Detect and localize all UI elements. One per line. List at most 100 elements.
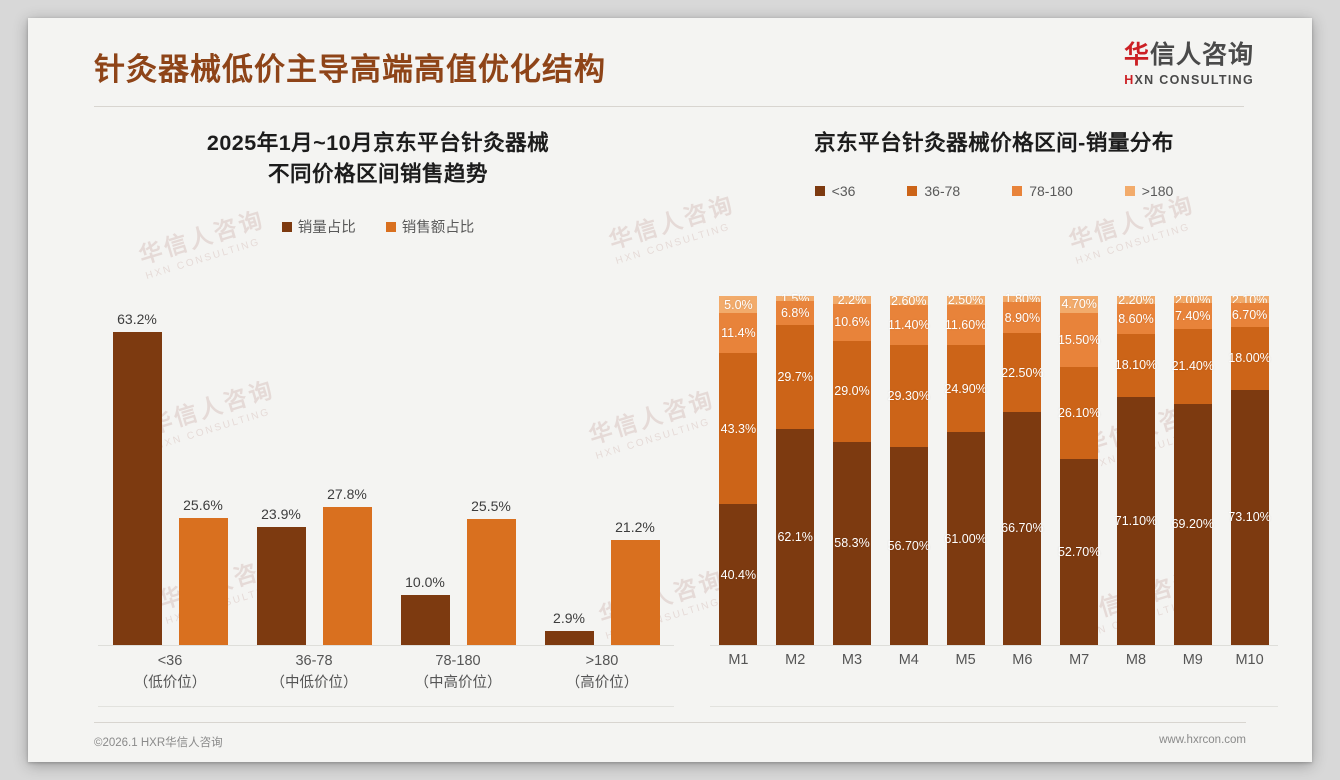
stack-segment-36-78[interactable]: 18.10%	[1115, 333, 1157, 397]
stacked-bar[interactable]: 4.70% 15.50% 26.10% 52.70%	[1057, 296, 1101, 645]
stack-segment-78-180[interactable]: 8.90%	[1003, 302, 1042, 334]
page-title: 针灸器械低价主导高端高值优化结构	[94, 52, 606, 87]
legend-item-3[interactable]: 78-180	[1012, 183, 1073, 199]
stack-segment-78-180[interactable]: 11.60%	[945, 304, 986, 346]
stack-segment-value-label: 62.1%	[777, 529, 813, 544]
stack-segment->180[interactable]: 2.60%	[889, 294, 928, 308]
legend-item-2[interactable]: 36-78	[907, 183, 960, 199]
bar-36-78-销售额占比[interactable]: 27.8%	[322, 486, 372, 645]
stack-segment-<36[interactable]: 73.10%	[1228, 389, 1271, 645]
legend-item-4[interactable]: >180	[1124, 183, 1173, 199]
stack-segment-value-label: 22.50%	[1001, 365, 1044, 380]
stack-segment-value-label: 11.40%	[888, 317, 930, 332]
stack-segment-<36[interactable]: 62.1%	[776, 428, 815, 645]
stack-segment-value-label: 40.4%	[720, 567, 757, 582]
stack-segment-value-label: 73.10%	[1228, 510, 1271, 525]
stack-segment-78-180[interactable]: 10.6%	[832, 303, 871, 341]
bar-<36-销售额占比[interactable]: 25.6%	[178, 497, 228, 645]
plot-area-right: 5.0% 11.4% 43.3% 40.4% 1.5% 6.8% 29.7% 62.1% 2.2…	[710, 292, 1278, 646]
stack-segment-36-78[interactable]: 18.00%	[1228, 326, 1271, 390]
stack-segment-78-180[interactable]: 15.50%	[1057, 312, 1101, 368]
legend-label: 销量占比	[297, 220, 356, 237]
legend-label: 销售额占比	[401, 220, 475, 237]
stacked-bar[interactable]: 2.2% 10.6% 29.0% 58.3%	[832, 293, 871, 645]
stack-segment->180[interactable]: 5.0%	[719, 296, 758, 314]
x-tick-label->180: >180 （高价位）	[530, 650, 674, 695]
bar-78-180-销量占比[interactable]: 10.0%	[400, 574, 450, 645]
bar-78-180-销售额占比[interactable]: 25.5%	[466, 498, 516, 645]
legend-item-2[interactable]: 销售额占比	[385, 216, 475, 237]
stack-segment-<36[interactable]: 40.4%	[719, 504, 758, 645]
stack-column-M10: 2.10% 6.70% 18.00% 73.10%	[1221, 293, 1278, 645]
stack-segment-value-label: 29.7%	[777, 369, 813, 384]
stack-segment-78-180[interactable]: 6.70%	[1230, 303, 1269, 327]
stack-segment-36-78[interactable]: 29.0%	[832, 340, 871, 442]
stack-segment-36-78[interactable]: 26.10%	[1057, 367, 1101, 460]
stack-segment-78-180[interactable]: 11.4%	[719, 313, 758, 354]
stack-segment-36-78[interactable]: 22.50%	[1001, 333, 1044, 412]
stack-column-M5: 2.50% 11.60% 24.90% 61.00%	[937, 293, 994, 645]
x-tick-label-M9: M9	[1182, 652, 1203, 668]
stacked-bar[interactable]: 5.0% 11.4% 43.3% 40.4%	[719, 296, 758, 645]
stacked-bar[interactable]: 2.60% 11.40% 29.30% 56.70%	[888, 294, 930, 645]
stack-segment-<36[interactable]: 58.3%	[832, 441, 871, 645]
stack-segment-36-78[interactable]: 29.7%	[776, 324, 815, 429]
bar->180-销量占比[interactable]: 2.9%	[544, 610, 594, 645]
x-axis-labels-right: M1 M2 M3 M4 M5 M6 M7 M8 M9 M10	[710, 652, 1278, 668]
legend-item-1[interactable]: 销量占比	[281, 216, 356, 237]
stack-segment->180[interactable]: 2.50%	[946, 293, 985, 308]
stack-segment-<36[interactable]: 71.10%	[1114, 396, 1158, 645]
stack-segment->180[interactable]: 2.10%	[1230, 293, 1269, 307]
stacked-bar[interactable]: 1.5% 6.8% 29.7% 62.1%	[776, 292, 815, 645]
x-axis-line-right	[710, 645, 1278, 646]
bar-<36-销量占比[interactable]: 63.2%	[112, 311, 162, 645]
stack-segment-value-label: 2.50%	[947, 293, 984, 308]
stack-segment-<36[interactable]: 56.70%	[888, 447, 930, 645]
x-tick-label-36-78: 36-78 （中低价位）	[242, 650, 386, 695]
stack-segment-36-78[interactable]: 29.30%	[888, 344, 930, 448]
stack-column-M6: 1.80% 8.90% 22.50% 66.70%	[994, 292, 1051, 645]
stack-segment-<36[interactable]: 52.70%	[1058, 459, 1100, 645]
bar-group: 63.2% 25.6%	[98, 298, 242, 645]
legend-swatch-icon	[1124, 186, 1135, 197]
stack-segment-value-label: 61.00%	[944, 531, 987, 546]
company-logo: 华信人咨询 HXN CONSULTING	[1124, 41, 1254, 86]
stacked-bar[interactable]: 2.50% 11.60% 24.90% 61.00%	[944, 293, 987, 645]
bar->180-销售额占比[interactable]: 21.2%	[610, 519, 660, 645]
bar-group: 10.0% 25.5%	[386, 298, 530, 645]
stack-segment-78-180[interactable]: 11.40%	[888, 305, 930, 345]
stack-segment-value-label: 8.60%	[1118, 311, 1154, 326]
x-tick-label-M4: M4	[898, 652, 919, 668]
stacked-bar[interactable]: 1.80% 8.90% 22.50% 66.70%	[1001, 292, 1044, 645]
stack-segment->180[interactable]: 4.70%	[1060, 296, 1099, 313]
stacked-bar[interactable]: 2.00% 7.40% 21.40% 69.20%	[1172, 293, 1214, 645]
stack-segment-78-180[interactable]: 7.40%	[1173, 303, 1212, 329]
stack-segment-36-78[interactable]: 21.40%	[1172, 328, 1214, 404]
bar-36-78-销量占比[interactable]: 23.9%	[256, 506, 306, 645]
stack-column-M8: 2.20% 8.60% 18.10% 71.10%	[1108, 293, 1165, 645]
stack-segment-value-label: 6.8%	[780, 306, 810, 321]
stack-segment-value-label: 71.10%	[1114, 513, 1158, 528]
stack-segment-value-label: 15.50%	[1057, 332, 1101, 347]
stack-segment-78-180[interactable]: 6.8%	[776, 301, 815, 325]
stack-segment->180[interactable]: 2.20%	[1116, 293, 1155, 307]
stack-segment-<36[interactable]: 66.70%	[1001, 411, 1044, 645]
stack-segment-36-78[interactable]: 43.3%	[719, 353, 758, 505]
stack-segment->180[interactable]: 2.2%	[832, 293, 871, 307]
stack-segment-36-78[interactable]: 24.90%	[944, 345, 987, 433]
legend-item-1[interactable]: <36	[814, 183, 855, 199]
legend-label: 78-180	[1029, 183, 1073, 200]
chart-legend-left: 销量占比 销售额占比	[68, 216, 688, 237]
bar-rect	[544, 630, 594, 645]
stack-segment-value-label: 26.10%	[1057, 406, 1101, 421]
stacked-bar[interactable]: 2.10% 6.70% 18.00% 73.10%	[1228, 293, 1271, 645]
stack-segment->180[interactable]: 2.00%	[1173, 293, 1212, 307]
footer-copyright: ©2026.1 HXR华信人咨询	[94, 737, 223, 749]
stack-segment-78-180[interactable]: 8.60%	[1116, 303, 1155, 334]
x-tick-main: 36-78	[295, 653, 333, 669]
stacked-bar[interactable]: 2.20% 8.60% 18.10% 71.10%	[1114, 293, 1158, 645]
stack-segment-<36[interactable]: 69.20%	[1172, 403, 1214, 645]
stack-segment-<36[interactable]: 61.00%	[944, 432, 987, 645]
stack-segment-value-label: 5.0%	[724, 297, 753, 312]
stack-segment-value-label: 43.3%	[720, 421, 757, 436]
